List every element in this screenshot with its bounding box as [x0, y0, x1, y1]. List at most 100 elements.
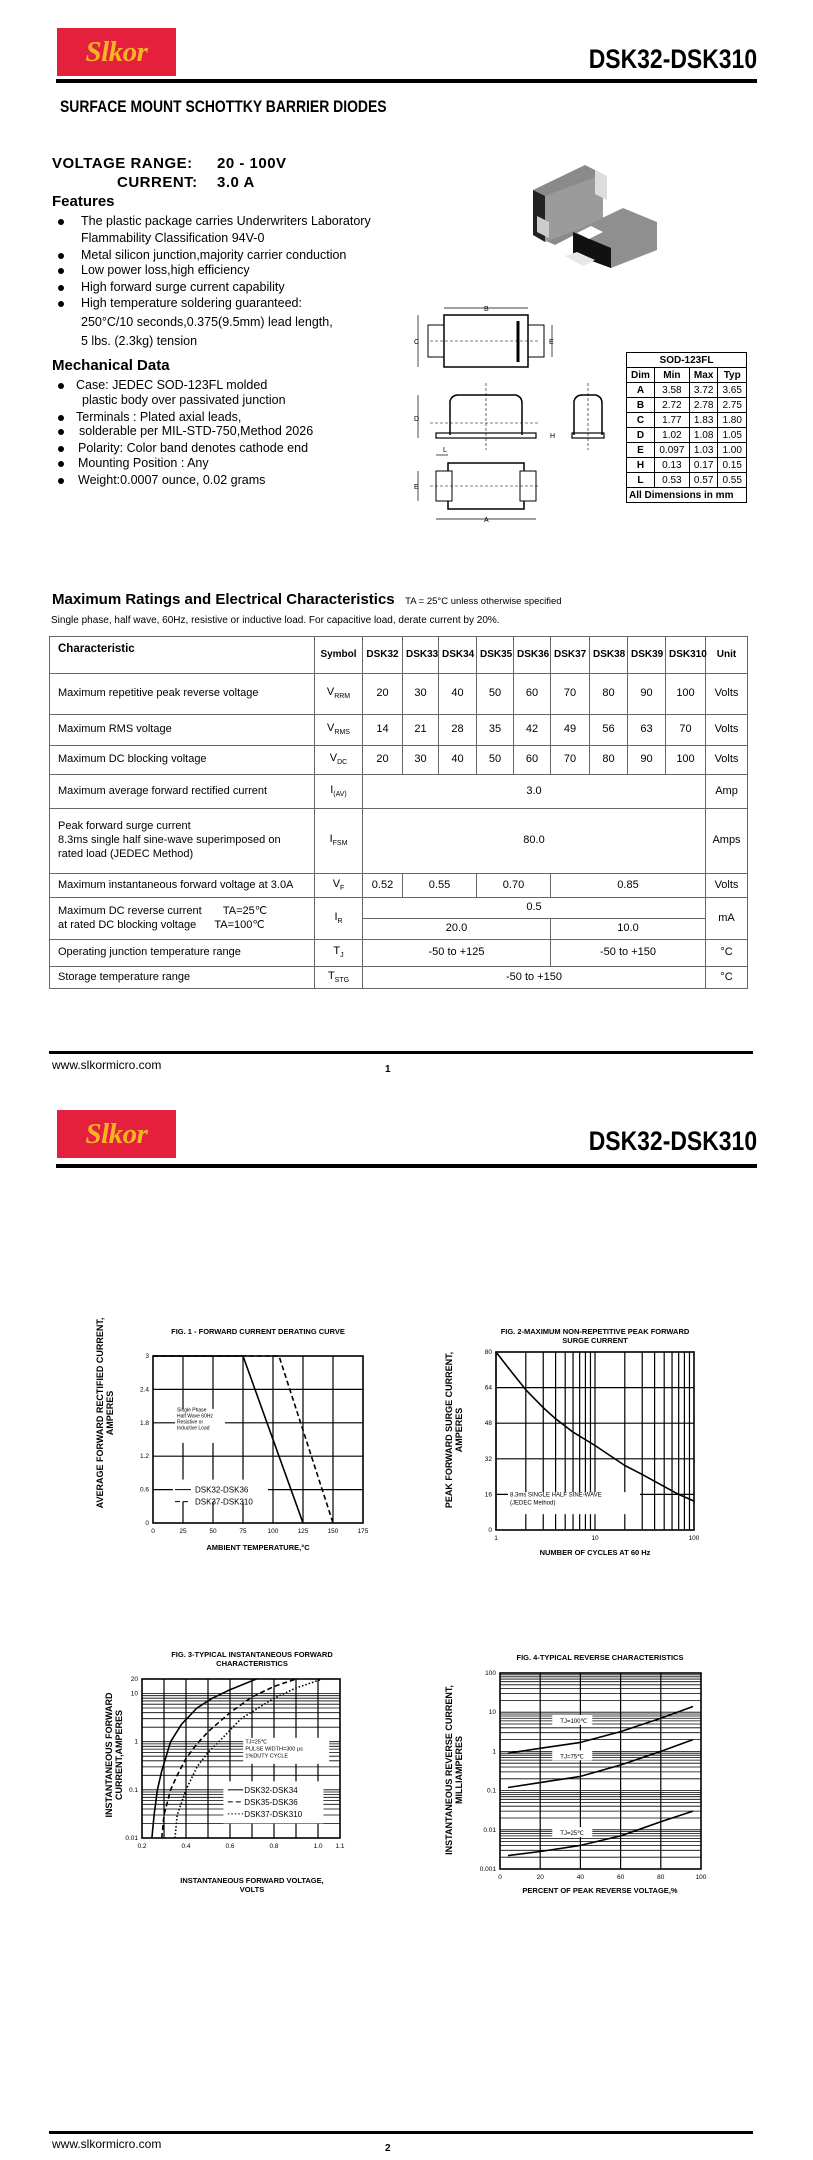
characteristic-text: Operating junction temperature range — [58, 946, 241, 959]
plot-frame — [141, 1678, 341, 1839]
series-label: TJ=100℃ — [560, 1719, 587, 1725]
bullet-icon — [58, 301, 64, 307]
feature-item: High forward surge current capability — [81, 280, 285, 294]
x-tick-label: 0.8 — [269, 1843, 278, 1850]
characteristic-text: Maximum DC reverse current TA=25℃ — [58, 904, 268, 917]
x-tick-label: 0 — [151, 1528, 155, 1535]
dim-label-c: C — [414, 339, 419, 346]
dim-label-e: E — [549, 339, 554, 346]
symbol-cell: VF — [314, 873, 363, 898]
unit-cell: Amp — [705, 774, 748, 809]
characteristic-cell: Peak forward surge current 8.3ms single h… — [49, 808, 315, 874]
x-axis-label: VOLTS — [240, 1885, 264, 1894]
symbol-main: V — [326, 686, 335, 699]
package-photo — [533, 165, 657, 268]
series-label-background — [552, 1827, 593, 1838]
symbol-main: V — [329, 752, 338, 765]
x-tick-label: 50 — [209, 1528, 217, 1535]
x-axis-label: NUMBER OF CYCLES AT 60 Hz — [540, 1548, 651, 1557]
dim-table-footer: All Dimensions in mm — [626, 487, 747, 503]
figure-4: 0 20 40 60 80 100 0.001 0.01 0.1 1 10 100 FIG. 4-TYP… — [444, 1653, 707, 1895]
x-tick-label: 100 — [696, 1874, 707, 1881]
series-line-1 — [495, 1351, 695, 1502]
y-axis-label: INSTANTANEOUS FORWARD — [104, 1692, 114, 1817]
dim-row: A 3.58 3.72 3.65 — [626, 382, 747, 398]
y-tick-label: 1.2 — [140, 1453, 149, 1460]
logo-text: Slkor — [85, 1117, 148, 1150]
header-divider — [56, 79, 757, 83]
y-axis-label: PEAK FORWARD SURGE CURRENT, — [444, 1352, 454, 1508]
table-row: Maximum average forward rectified curren… — [49, 774, 748, 809]
bullet-icon — [58, 478, 64, 484]
symbol-main: I — [329, 833, 333, 846]
symbol-cell: VRRM — [314, 673, 363, 715]
y-tick-label: 16 — [485, 1491, 493, 1498]
current-value: 3.0 A — [217, 174, 255, 191]
annotation-background — [175, 1408, 225, 1443]
y-tick-label: 32 — [485, 1456, 493, 1463]
header-divider — [56, 1164, 757, 1168]
header-cell: DSK34 — [438, 636, 477, 674]
characteristic-text: Maximum average forward rectified curren… — [58, 784, 268, 797]
page-title: DSK32-DSK310 — [588, 44, 757, 74]
annotation-text: Half Wave 60Hz — [177, 1414, 213, 1420]
annotation-text: Resistive or — [177, 1420, 203, 1426]
series-label: TJ=25℃ — [560, 1831, 584, 1837]
y-axis-label: INSTANTANEOUS REVERSE CURRENT, — [444, 1685, 454, 1855]
value-cell: 90 — [627, 673, 666, 715]
dim-label-l: L — [443, 447, 447, 454]
symbol-subscript: RRM — [334, 693, 351, 701]
plot-frame — [495, 1351, 695, 1531]
annotation-background — [243, 1737, 330, 1764]
page-number: 1 — [385, 1064, 391, 1075]
legend-background — [223, 1781, 324, 1824]
y-tick-label: 1 — [134, 1739, 138, 1746]
ratings-condition: TA = 25°C unless otherwise specified — [405, 596, 562, 607]
annotation-background — [508, 1492, 640, 1515]
bullet-icon — [58, 429, 64, 435]
value-cell: 21 — [402, 714, 439, 746]
footer-url[interactable]: www.slkormicro.com — [52, 1058, 162, 1072]
chart-title: SURGE CURRENT — [562, 1336, 628, 1345]
bullet-icon — [58, 268, 64, 274]
y-tick-label: 64 — [485, 1385, 493, 1392]
symbol-subscript: (AV) — [333, 790, 347, 798]
unit-cell: Volts — [705, 873, 748, 898]
table-row: Maximum DC blocking voltage VDC 20 30 40 50 60… — [49, 745, 748, 775]
annotation-text: 8.3ms SINGLE HALF SINE-WAVE — [510, 1492, 602, 1498]
y-tick-label: 10 — [131, 1690, 139, 1697]
feature-item: High temperature soldering guaranteed: — [81, 296, 302, 310]
series-label-background — [552, 1714, 593, 1725]
legend-label: DSK32-DSK36 — [195, 1486, 249, 1495]
figure-3: 0.2 0.4 0.6 0.8 1.0 1.1 0.01 0.1 1 10 20 FIG. 3-TYP… — [104, 1650, 345, 1894]
plot-frame — [499, 1672, 702, 1870]
y-tick-label: 2.4 — [140, 1386, 149, 1393]
x-tick-label: 150 — [328, 1528, 339, 1535]
legend-label: DSK32-DSK34 — [244, 1786, 298, 1795]
value-cell: 40 — [438, 745, 477, 775]
table-row: Maximum repetitive peak reverse voltage V… — [49, 673, 748, 715]
symbol-subscript: RMS — [334, 729, 350, 737]
y-tick-label: 0 — [145, 1520, 149, 1527]
table-row: Storage temperature range TSTG -50 to +150… — [49, 966, 748, 989]
characteristic-text: Storage temperature range — [58, 970, 191, 983]
value-cell: 70 — [665, 714, 706, 746]
footer-url[interactable]: www.slkormicro.com — [52, 2137, 162, 2151]
x-tick-label: 1.1 — [335, 1843, 344, 1850]
header-cell: DSK35 — [476, 636, 514, 674]
series-line-2 — [161, 1678, 297, 1839]
feature-item: 5 lbs. (2.3kg) tension — [81, 334, 198, 348]
bullet-icon — [58, 415, 64, 421]
mechanical-item: plastic body over passivated junction — [82, 393, 286, 407]
dimension-table: SOD-123FL Dim Min Max Typ A 3.58 3.72 3.65 B 2.7… — [626, 352, 747, 503]
x-tick-label: 80 — [657, 1874, 665, 1881]
symbol-subscript: F — [340, 884, 345, 892]
y-tick-label: 100 — [485, 1670, 496, 1677]
x-tick-label: 25 — [179, 1528, 187, 1535]
y-tick-label: 0.01 — [483, 1827, 496, 1834]
x-tick-label: 10 — [591, 1535, 599, 1542]
figure-2: 1 10 100 0 16 32 48 64 80 FIG. 2-MAXIMUM NON-REPE… — [444, 1327, 700, 1557]
value-cell: 80 — [589, 673, 628, 715]
table-row: Maximum instantaneous forward voltage at… — [49, 873, 748, 898]
x-tick-label: 100 — [268, 1528, 279, 1535]
